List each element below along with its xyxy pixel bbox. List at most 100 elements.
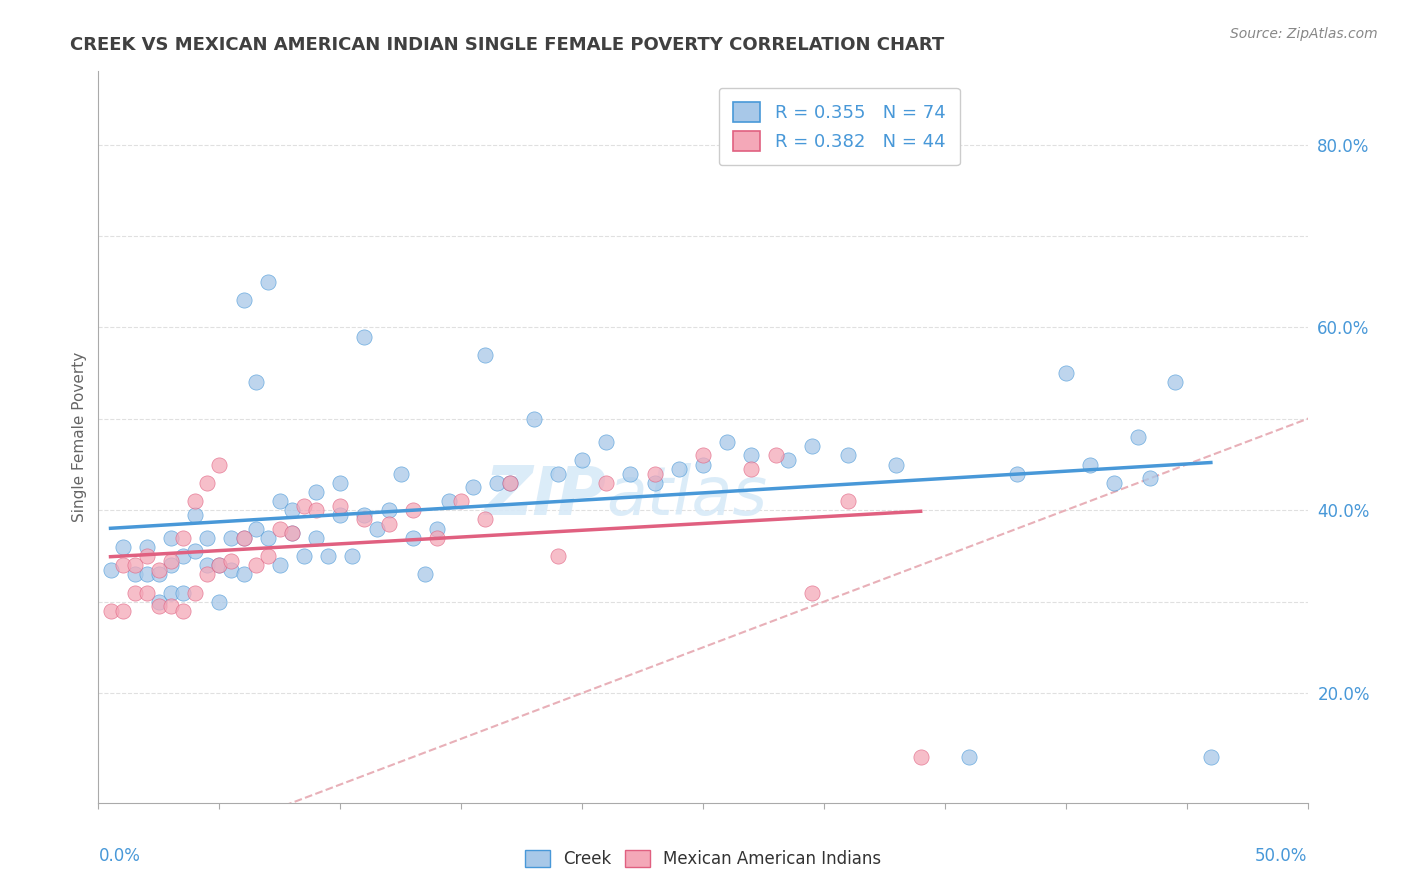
Point	[619, 467, 641, 481]
Point	[1128, 430, 1150, 444]
Point	[208, 558, 231, 573]
Point	[377, 516, 399, 531]
Point	[292, 549, 315, 563]
Point	[329, 508, 352, 522]
Point	[765, 448, 787, 462]
Point	[208, 458, 231, 472]
Point	[644, 475, 666, 490]
Legend: R = 0.355   N = 74, R = 0.382   N = 44: R = 0.355 N = 74, R = 0.382 N = 44	[718, 87, 960, 165]
Legend: Creek, Mexican American Indians: Creek, Mexican American Indians	[519, 843, 887, 875]
Point	[269, 494, 291, 508]
Text: ZIP: ZIP	[485, 463, 606, 529]
Text: Source: ZipAtlas.com: Source: ZipAtlas.com	[1230, 27, 1378, 41]
Point	[498, 475, 520, 490]
Point	[740, 462, 762, 476]
Point	[292, 499, 315, 513]
Point	[595, 475, 617, 490]
Point	[377, 503, 399, 517]
Point	[195, 558, 218, 573]
Point	[160, 585, 183, 599]
Point	[172, 604, 194, 618]
Point	[160, 531, 183, 545]
Point	[463, 480, 485, 494]
Point	[245, 375, 267, 389]
Point	[402, 531, 425, 545]
Point	[1102, 475, 1125, 490]
Point	[100, 563, 122, 577]
Point	[111, 540, 134, 554]
Point	[305, 531, 328, 545]
Point	[256, 275, 278, 289]
Point	[450, 494, 472, 508]
Point	[426, 531, 449, 545]
Point	[135, 567, 157, 582]
Point	[245, 558, 267, 573]
Point	[389, 467, 412, 481]
Point	[413, 567, 436, 582]
Point	[184, 508, 207, 522]
Point	[316, 549, 339, 563]
Point	[281, 503, 304, 517]
Point	[692, 458, 714, 472]
Point	[353, 329, 375, 343]
Point	[172, 531, 194, 545]
Point	[195, 475, 218, 490]
Point	[716, 434, 738, 449]
Point	[160, 558, 183, 573]
Point	[498, 475, 520, 490]
Point	[776, 453, 799, 467]
Text: atlas: atlas	[606, 463, 768, 529]
Point	[1199, 750, 1222, 764]
Point	[160, 599, 183, 614]
Text: CREEK VS MEXICAN AMERICAN INDIAN SINGLE FEMALE POVERTY CORRELATION CHART: CREEK VS MEXICAN AMERICAN INDIAN SINGLE …	[70, 36, 945, 54]
Point	[800, 585, 823, 599]
Point	[172, 585, 194, 599]
Point	[148, 594, 170, 608]
Point	[886, 458, 908, 472]
Point	[208, 558, 231, 573]
Point	[232, 531, 254, 545]
Point	[1054, 366, 1077, 380]
Point	[232, 567, 254, 582]
Point	[100, 604, 122, 618]
Point	[837, 448, 859, 462]
Point	[135, 585, 157, 599]
Point	[547, 467, 569, 481]
Point	[124, 558, 146, 573]
Point	[486, 475, 509, 490]
Point	[148, 567, 170, 582]
Point	[426, 521, 449, 535]
Point	[402, 503, 425, 517]
Point	[474, 512, 496, 526]
Point	[148, 563, 170, 577]
Point	[232, 531, 254, 545]
Point	[800, 439, 823, 453]
Point	[184, 585, 207, 599]
Point	[366, 521, 388, 535]
Point	[692, 448, 714, 462]
Point	[571, 453, 593, 467]
Point	[160, 553, 183, 567]
Point	[1163, 375, 1185, 389]
Point	[184, 544, 207, 558]
Point	[221, 553, 243, 567]
Point	[245, 521, 267, 535]
Text: 0.0%: 0.0%	[98, 847, 141, 864]
Point	[910, 750, 932, 764]
Point	[221, 531, 243, 545]
Point	[305, 485, 328, 500]
Point	[353, 512, 375, 526]
Point	[644, 467, 666, 481]
Point	[221, 563, 243, 577]
Point	[595, 434, 617, 449]
Point	[232, 293, 254, 307]
Point	[111, 604, 134, 618]
Point	[184, 494, 207, 508]
Point	[195, 567, 218, 582]
Point	[342, 549, 364, 563]
Point	[474, 348, 496, 362]
Point	[1078, 458, 1101, 472]
Point	[740, 448, 762, 462]
Point	[172, 549, 194, 563]
Point	[135, 540, 157, 554]
